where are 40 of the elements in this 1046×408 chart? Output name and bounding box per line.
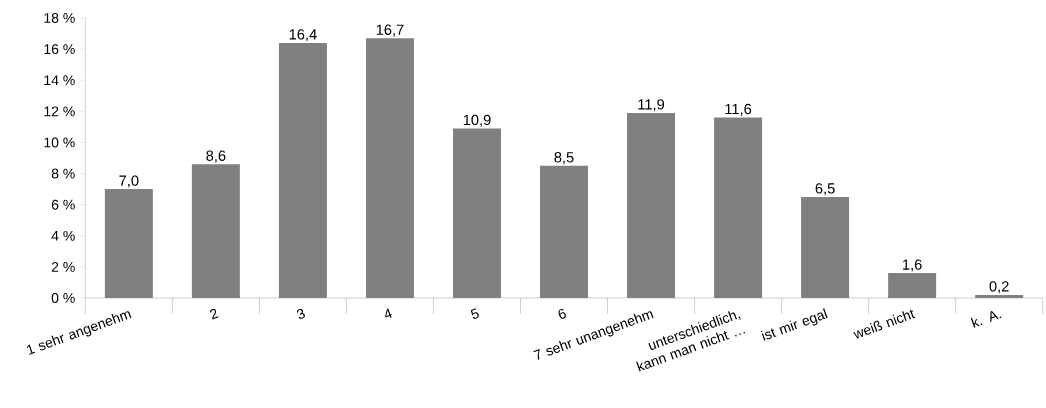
y-tick-label: 0 % <box>51 293 75 303</box>
y-tick-label: 10 % <box>44 137 75 148</box>
data-label: 8,6 <box>206 150 226 163</box>
y-tick-label: 2 % <box>51 261 75 272</box>
data-label: 16,7 <box>376 24 404 37</box>
y-tick-label: 14 % <box>44 75 75 86</box>
data-label: 8,5 <box>554 152 574 165</box>
x-tick-label: ist mir egal <box>760 308 828 341</box>
y-tick-label: 12 % <box>44 106 75 117</box>
data-label: 0,2 <box>989 281 1009 294</box>
data-label: 16,4 <box>289 29 317 42</box>
x-tick-label: 4 <box>385 308 393 318</box>
bar <box>888 273 937 298</box>
y-tick-label: 18 % <box>44 13 75 23</box>
x-tick-label: k. A. <box>970 311 1002 328</box>
x-tick-label: weiß nicht <box>853 309 916 339</box>
x-tick-label: 5 <box>470 308 479 319</box>
bar <box>191 164 240 298</box>
y-tick-label: 6 % <box>51 199 75 210</box>
y-tick-label: 16 % <box>44 44 75 55</box>
data-label: 6,5 <box>815 183 835 196</box>
x-tick-label: 6 <box>558 308 566 319</box>
bar <box>627 112 676 298</box>
y-tick-label: 4 % <box>51 230 75 241</box>
x-tick-label: 3 <box>296 308 305 319</box>
data-label: 7,0 <box>119 175 139 188</box>
bar <box>975 294 1024 298</box>
bar <box>540 165 588 298</box>
y-tick-label: 8 % <box>51 168 75 179</box>
x-tick-label: 2 <box>210 308 219 320</box>
data-label: 11,9 <box>638 99 665 112</box>
data-label: 10,9 <box>463 114 491 127</box>
bar <box>714 117 763 298</box>
data-label: 1,6 <box>903 259 922 272</box>
bar <box>104 189 153 298</box>
data-label: 11,6 <box>725 103 752 116</box>
bar <box>365 38 414 298</box>
bar <box>801 196 850 298</box>
bar <box>278 42 327 298</box>
bar <box>452 128 501 298</box>
